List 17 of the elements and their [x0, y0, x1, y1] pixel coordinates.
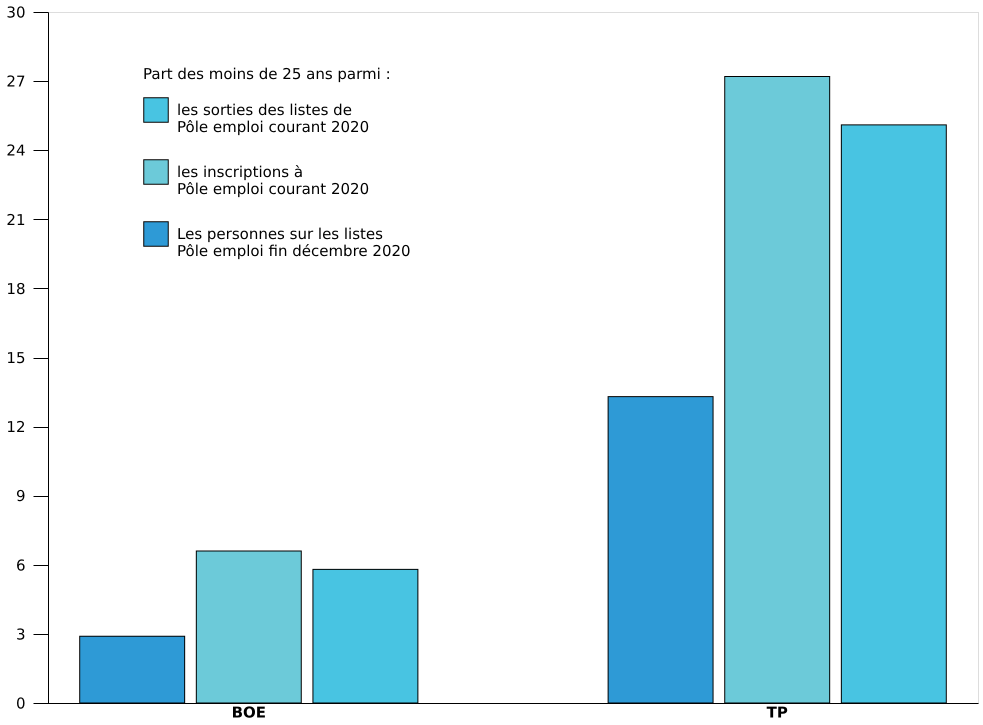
legend-label: les sorties des listes de Pôle emploi courant 2020: [177, 101, 370, 136]
x-tick-label: BOE: [232, 704, 266, 722]
y-tick-label: 18: [6, 280, 26, 298]
y-tick-label: 27: [6, 72, 26, 91]
x-tick-label: TP: [766, 704, 788, 722]
y-tick-label: 3: [16, 625, 26, 644]
y-tick-label: 24: [6, 142, 26, 160]
legend-label: Les personnes sur les listes Pôle emploi fin décembre 2020: [177, 225, 411, 260]
y-tick-label: 0: [16, 694, 26, 712]
legend-title: Part des moins de 25 ans parmi :: [143, 65, 391, 83]
legend-label: les inscriptions à Pôle emploi courant 2020: [177, 163, 370, 198]
y-tick-label: 15: [6, 349, 26, 367]
y-tick-label: 30: [6, 4, 26, 22]
y-tick-label: 6: [16, 556, 26, 574]
y-tick-label: 12: [6, 418, 26, 436]
y-tick-label: 21: [6, 210, 26, 229]
y-tick-label: 9: [16, 487, 26, 506]
